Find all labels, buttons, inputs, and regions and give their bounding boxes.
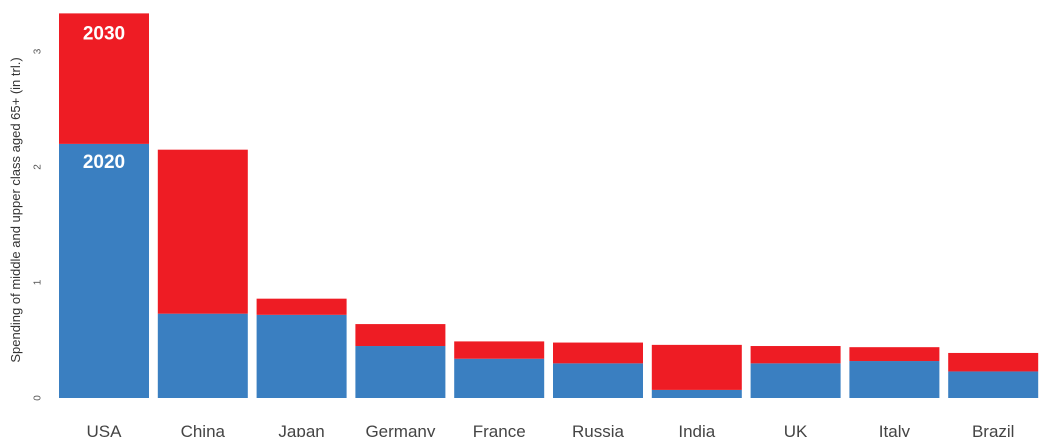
x-tick-label: Japan: [278, 422, 324, 437]
x-tick-label: Italy: [879, 422, 911, 437]
x-tick-label: Russia: [572, 422, 625, 437]
bar-2020-italy: [849, 361, 940, 398]
bar-2020-brazil: [948, 371, 1039, 398]
bar-2030-china: [157, 149, 248, 314]
bar-2030-germany: [355, 324, 446, 347]
bar-2020-usa: [59, 143, 149, 398]
x-tick-label: Germany: [365, 422, 435, 437]
x-tick-label: France: [473, 422, 526, 437]
bar-2020-uk: [750, 363, 841, 398]
x-tick-label: India: [678, 422, 715, 437]
series-label-2030: 2030: [83, 23, 125, 44]
y-tick-label: 2: [33, 164, 44, 170]
x-tick-label: Brazil: [972, 422, 1015, 437]
bar-2030-uk: [750, 346, 841, 364]
bar-2020-india: [651, 389, 742, 398]
bar-2030-usa: [59, 13, 149, 144]
bar-2030-italy: [849, 347, 940, 362]
x-tick-label: UK: [784, 422, 808, 437]
x-tick-label: USA: [87, 422, 123, 437]
bar-2020-france: [454, 358, 545, 398]
bar-2030-brazil: [948, 352, 1039, 372]
series-label-2020: 2020: [83, 152, 125, 173]
y-tick-label: 0: [33, 395, 44, 401]
y-tick-label: 1: [33, 279, 44, 285]
bar-2020-japan: [256, 314, 347, 398]
bar-2030-japan: [256, 298, 347, 315]
bar-2030-france: [454, 341, 545, 359]
y-axis-label: Spending of middle and upper class aged …: [8, 57, 23, 362]
bar-2020-china: [157, 313, 248, 398]
bar-2030-russia: [553, 342, 643, 364]
bar-2020-russia: [553, 363, 643, 398]
bar-2030-india: [651, 344, 742, 390]
y-tick-label: 3: [33, 48, 44, 54]
bar-2020-germany: [355, 346, 446, 398]
x-tick-label: China: [181, 422, 226, 437]
